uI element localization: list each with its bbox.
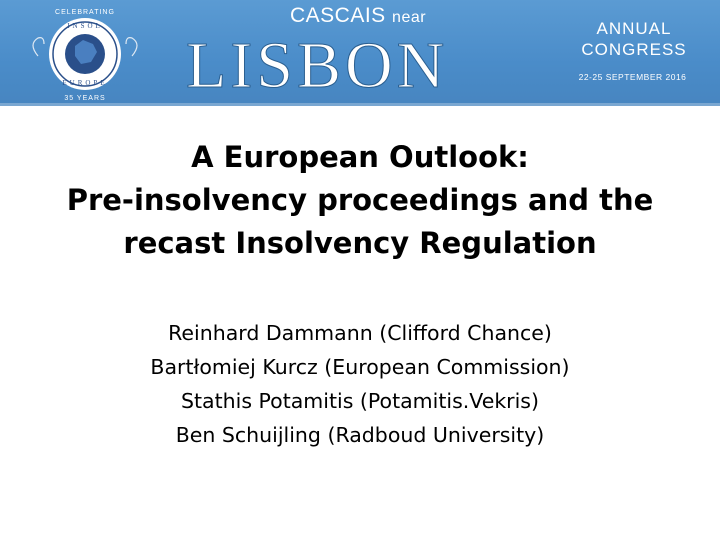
event-line-2: CONGRESS xyxy=(581,40,687,59)
svg-text:CELEBRATING: CELEBRATING xyxy=(55,9,115,16)
author-item: Bartłomiej Kurcz (European Commission) xyxy=(150,355,570,379)
insol-europe-logo: INSOL EUROPE CELEBRATING 35 YEARS xyxy=(32,9,138,102)
banner-dates: 22-25 SEPTEMBER 2016 xyxy=(578,72,687,82)
slide-title: A European Outlook: Pre-insolvency proce… xyxy=(0,136,720,265)
event-line-1: ANNUAL xyxy=(596,19,672,38)
author-list: Reinhard Dammann (Clifford Chance) Bartł… xyxy=(0,316,720,452)
author-item: Reinhard Dammann (Clifford Chance) xyxy=(168,321,552,345)
banner-city: LISBON xyxy=(185,29,449,102)
author-item: Stathis Potamitis (Potamitis.Vekris) xyxy=(181,389,539,413)
title-line: A European Outlook: xyxy=(191,140,529,174)
conference-banner: INSOL EUROPE CELEBRATING 35 YEARS CASCAI… xyxy=(0,0,720,106)
banner-event: ANNUAL CONGRESS xyxy=(580,18,688,60)
svg-text:INSOL: INSOL xyxy=(67,22,103,30)
city-prefix: CASCAIS xyxy=(290,4,386,27)
title-line: Pre-insolvency proceedings and the xyxy=(66,183,654,217)
city-near: near xyxy=(392,9,427,26)
svg-text:EUROPE: EUROPE xyxy=(62,79,107,87)
svg-text:35 YEARS: 35 YEARS xyxy=(64,95,105,102)
title-line: recast Insolvency Regulation xyxy=(123,226,597,260)
banner-location: CASCAIS near xyxy=(290,4,426,28)
author-item: Ben Schuijling (Radboud University) xyxy=(175,423,545,447)
